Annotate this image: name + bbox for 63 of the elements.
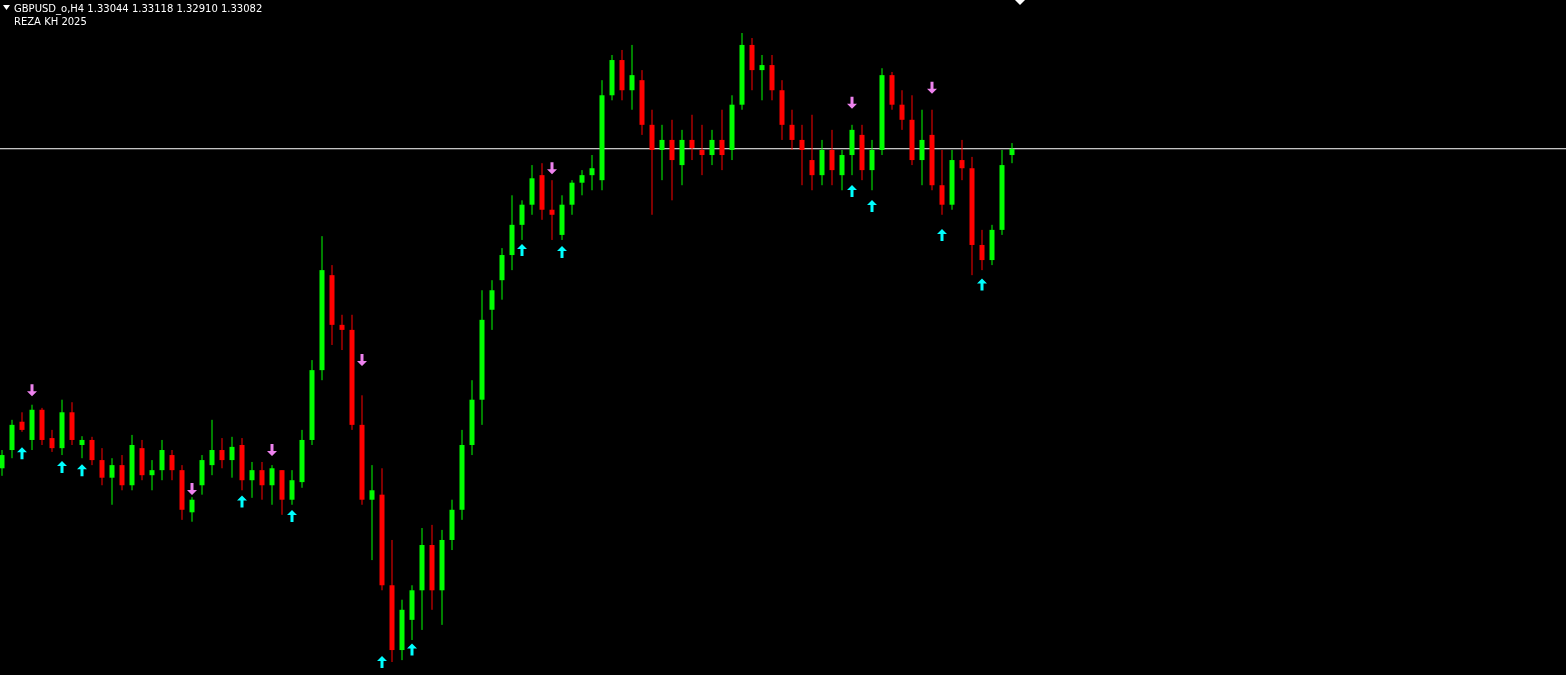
candlestick <box>979 229 985 271</box>
candlestick <box>369 464 375 561</box>
candlestick <box>519 199 525 241</box>
point <box>937 228 947 241</box>
point <box>847 184 857 197</box>
candlestick <box>269 464 275 506</box>
candlestick <box>169 449 175 481</box>
candlestick <box>789 109 795 151</box>
point <box>867 199 877 212</box>
candlestick <box>1009 142 1015 164</box>
candlestick <box>229 436 235 479</box>
candlestick <box>149 459 155 491</box>
candlestick <box>219 437 225 469</box>
candlestick <box>89 436 95 466</box>
point <box>237 495 247 508</box>
candlestick <box>289 469 295 506</box>
candlestick <box>689 114 695 161</box>
point <box>517 244 527 257</box>
point <box>267 444 277 457</box>
candlestick <box>899 89 905 131</box>
candlestick <box>939 149 945 216</box>
candlestick <box>799 124 805 186</box>
candlestick <box>209 419 215 476</box>
candlestick <box>589 154 595 191</box>
candlestick <box>119 454 125 491</box>
candlestick <box>549 179 555 241</box>
point <box>187 483 197 496</box>
candlestick <box>79 435 85 459</box>
candlestick <box>0 449 5 477</box>
point <box>57 461 67 474</box>
candlestick <box>719 109 725 171</box>
point <box>557 245 567 258</box>
candlestick <box>839 149 845 191</box>
candlestick <box>99 447 105 486</box>
candlestick <box>759 54 765 101</box>
candlestick <box>659 124 665 181</box>
candlestick <box>49 429 55 453</box>
candlestick <box>809 114 815 191</box>
candlestick <box>869 139 875 191</box>
candlestick <box>489 279 495 331</box>
point <box>977 278 987 291</box>
candlestick <box>829 129 835 186</box>
chart-subtitle: REZA KH 2025 <box>14 16 87 27</box>
candlestick <box>339 314 345 351</box>
candlestick <box>629 44 635 111</box>
candlestick <box>19 411 25 433</box>
candlestick <box>709 129 715 166</box>
point <box>547 162 557 175</box>
point <box>27 384 37 397</box>
candlestick <box>699 124 705 176</box>
candlestick <box>669 119 675 201</box>
candlestick <box>919 109 925 186</box>
candlestick <box>579 169 585 196</box>
candlestick <box>189 496 195 523</box>
candlestick <box>109 457 115 506</box>
candlestick <box>249 461 255 499</box>
point <box>377 656 387 668</box>
candlestick <box>569 179 575 216</box>
point <box>357 354 367 367</box>
candlestick <box>259 461 265 501</box>
candlestick <box>959 139 965 181</box>
candlestick <box>159 439 165 481</box>
chart-title: GBPUSD_o,H4 1.33044 1.33118 1.32910 1.33082 <box>14 3 263 15</box>
